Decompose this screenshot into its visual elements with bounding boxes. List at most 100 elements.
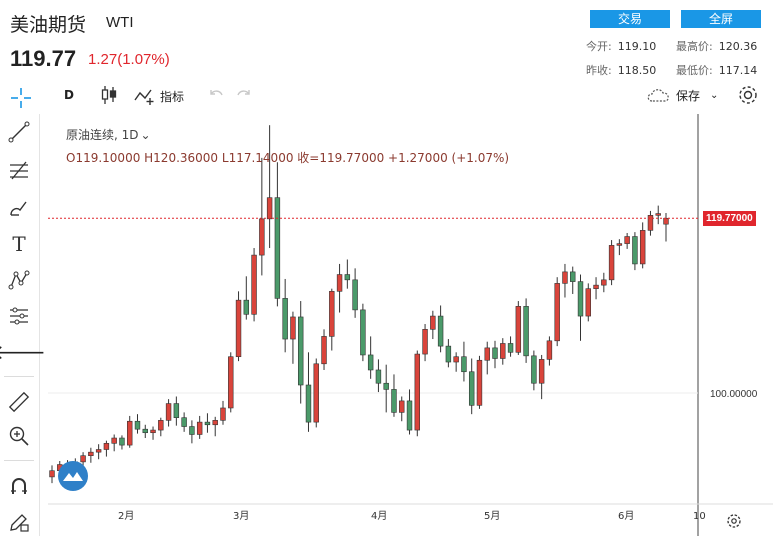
candle-body xyxy=(189,426,195,435)
indicator-button[interactable]: 指标 xyxy=(134,86,184,106)
pattern-icon[interactable] xyxy=(6,268,32,292)
stat-open: 今开: 119.10 xyxy=(586,40,657,53)
candle-body xyxy=(321,336,327,365)
interval-selector[interactable]: D xyxy=(64,88,74,102)
drawing-toolbar: T 🡐 xyxy=(0,114,46,536)
chart-toolbar: D 指标 保存 ⌄ xyxy=(0,80,773,114)
candle-body xyxy=(313,363,319,423)
fib-icon[interactable] xyxy=(6,158,32,182)
brand-logo xyxy=(58,461,88,491)
zoom-in-icon[interactable] xyxy=(6,424,32,448)
candle-body xyxy=(608,245,615,281)
back-arrow-icon[interactable]: 🡐 xyxy=(0,341,46,364)
x-tick-label: 3月 xyxy=(233,510,249,522)
candle-body xyxy=(173,403,180,418)
toolbar-divider xyxy=(4,460,34,461)
candle-body xyxy=(266,197,273,220)
candle-body xyxy=(383,382,389,390)
toolbar-divider xyxy=(4,376,34,377)
ruler-icon[interactable] xyxy=(6,390,32,414)
candle-body xyxy=(624,236,630,244)
candle-body xyxy=(515,306,522,353)
candle-body xyxy=(329,291,335,337)
candle-body xyxy=(251,254,257,315)
candle-body xyxy=(274,197,281,299)
candle-body xyxy=(196,421,203,435)
candle-body xyxy=(601,279,607,286)
candle-body xyxy=(616,243,623,246)
measure-icon[interactable] xyxy=(6,304,32,328)
candle-body xyxy=(500,343,506,359)
price-change: 1.27(1.07%) xyxy=(88,51,170,68)
candle-body xyxy=(476,359,483,406)
candle-body xyxy=(336,274,343,292)
candle-body xyxy=(290,316,296,340)
text-icon[interactable]: T xyxy=(12,232,26,256)
y-axis-label: 100.00000 xyxy=(710,389,758,400)
settings-icon[interactable] xyxy=(737,84,759,106)
candle-body xyxy=(95,449,102,453)
page-title: 美油期货 xyxy=(10,14,87,36)
candle-body xyxy=(663,217,669,225)
chart-area[interactable]: 100.00000 2月 3月 4月 5月 6月 10 原油连续, 1D ⌄ O119.100… xyxy=(48,114,773,536)
candle-body xyxy=(437,315,444,347)
stat-prev-close: 昨收: 118.50 xyxy=(586,64,657,77)
candle-body xyxy=(103,443,110,450)
candle-body xyxy=(88,451,94,456)
candle-body xyxy=(127,420,133,446)
stat-low: 最低价: 117.14 xyxy=(676,64,758,77)
ohlc-legend: O119.10000 H120.36000 L117.14000 收=119.7… xyxy=(66,151,510,165)
brush-icon[interactable] xyxy=(6,196,32,220)
candle-body xyxy=(204,421,211,426)
candle-body xyxy=(305,384,312,423)
candle-icon[interactable] xyxy=(100,85,118,105)
last-price: 119.77 xyxy=(10,46,77,71)
candle-body xyxy=(453,356,459,363)
chart-symbol-legend: 原油连续, 1D ⌄ xyxy=(66,128,151,142)
save-label: 保存 xyxy=(676,88,701,103)
candle-body xyxy=(344,274,351,281)
candle-body xyxy=(570,271,576,282)
candle-body xyxy=(414,353,421,431)
candle-body xyxy=(150,429,156,434)
candle-body xyxy=(577,281,584,317)
candle-body xyxy=(399,400,405,413)
cloud-icon xyxy=(647,89,669,102)
x-tick-label: 10 xyxy=(693,511,706,522)
save-button[interactable]: 保存 ⌄ xyxy=(646,86,718,104)
quote-header: 美油期货 WTI 119.77 1.27(1.07%) 交易 全屏 今开: 119… xyxy=(0,0,773,80)
axis-settings-icon xyxy=(727,514,741,528)
candle-body xyxy=(119,437,125,446)
crosshair-icon[interactable] xyxy=(10,87,32,109)
candle-body xyxy=(165,403,172,421)
candle-body xyxy=(538,359,545,384)
candle-body xyxy=(360,309,366,356)
redo-icon[interactable] xyxy=(236,87,252,103)
candle-body xyxy=(352,279,358,311)
candle-body xyxy=(228,356,234,409)
trend-line-icon[interactable] xyxy=(6,120,32,144)
fullscreen-button[interactable]: 全屏 xyxy=(681,10,761,28)
candle-body xyxy=(297,316,304,386)
x-tick-label: 2月 xyxy=(118,510,134,522)
chevron-down-icon[interactable]: ⌄ xyxy=(140,128,151,142)
indicator-label: 指标 xyxy=(160,89,185,104)
axis-settings-icon-center xyxy=(731,518,737,524)
candle-body xyxy=(593,284,599,289)
candle-body xyxy=(80,455,86,463)
candle-body xyxy=(406,400,413,431)
x-tick-label: 5月 xyxy=(484,510,500,522)
lock-pencil-icon[interactable] xyxy=(6,510,32,534)
candle-body xyxy=(181,417,187,427)
candle-body xyxy=(367,354,374,371)
candle-body xyxy=(142,428,148,434)
candle-body xyxy=(632,236,638,265)
candle-body xyxy=(158,420,164,431)
trade-button[interactable]: 交易 xyxy=(590,10,670,28)
magnet-icon[interactable] xyxy=(6,474,32,498)
candle-body xyxy=(212,420,218,426)
candle-body xyxy=(243,299,250,315)
undo-icon[interactable] xyxy=(208,87,224,103)
candle-body xyxy=(235,299,242,358)
candlestick-chart[interactable]: 100.00000 2月 3月 4月 5月 6月 10 xyxy=(48,114,773,536)
